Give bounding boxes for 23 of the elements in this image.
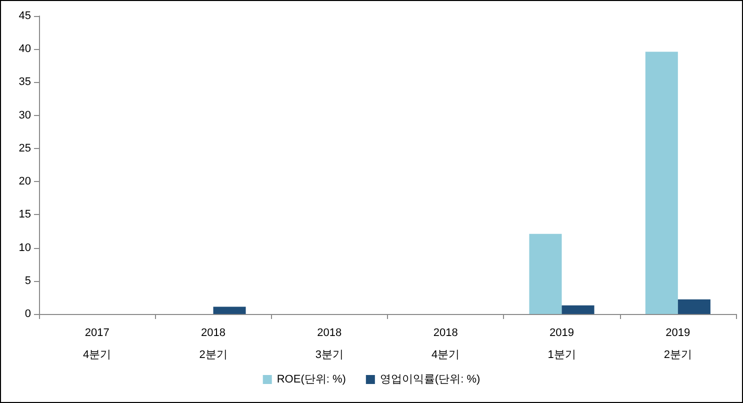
x-tick-label: 2017 4분기 bbox=[83, 327, 112, 361]
x-tick-label: 2018 2분기 bbox=[199, 327, 228, 361]
y-tick-label: 20 bbox=[18, 176, 31, 188]
y-tick-label: 5 bbox=[24, 274, 31, 287]
legend-label: ROE(단위: %) bbox=[276, 374, 346, 386]
bar bbox=[213, 306, 246, 314]
x-tick-label: 2019 2분기 bbox=[664, 327, 692, 361]
y-tick-label: 30 bbox=[18, 109, 31, 122]
y-tick-label: 10 bbox=[18, 242, 31, 254]
bar bbox=[562, 305, 594, 314]
x-tick-label: 2019 1분기 bbox=[548, 327, 576, 361]
bar bbox=[678, 299, 710, 314]
x-tick-label: 2018 4분기 bbox=[432, 327, 460, 361]
legend-label: 영업이익률(단위: %) bbox=[380, 374, 480, 386]
y-tick-label: 15 bbox=[18, 208, 31, 221]
x-tick-label: 2018 3분기 bbox=[315, 327, 344, 361]
y-tick-label: 40 bbox=[18, 43, 31, 56]
y-tick-label: 35 bbox=[18, 76, 31, 88]
y-tick-label: 45 bbox=[18, 10, 31, 22]
bar bbox=[529, 234, 562, 314]
y-tick-label: 25 bbox=[18, 142, 31, 154]
bar bbox=[645, 52, 678, 314]
y-tick-label: 0 bbox=[24, 308, 31, 320]
